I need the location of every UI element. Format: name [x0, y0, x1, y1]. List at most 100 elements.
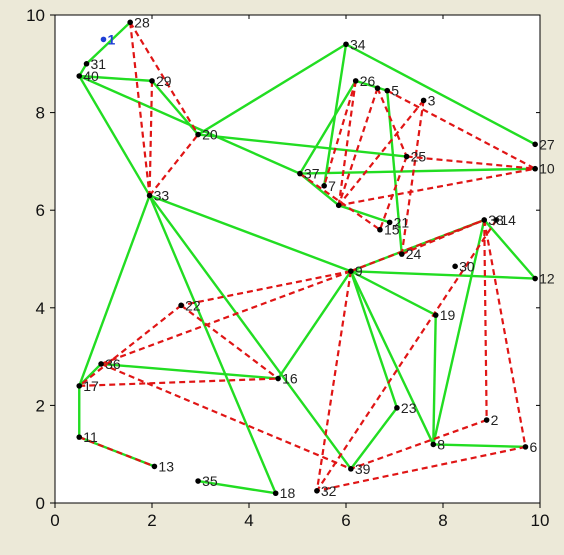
point-label-38: 38 — [488, 212, 504, 228]
y-tick-label-4: 4 — [36, 299, 45, 318]
point-40 — [76, 73, 83, 79]
point-label-9: 9 — [355, 263, 363, 279]
point-5 — [384, 87, 391, 94]
dashed-edge-28-33 — [129, 22, 151, 196]
dashed-edge-9-22 — [180, 270, 352, 307]
solid-edge-37-41 — [299, 172, 340, 207]
dashed-edge-22-17 — [78, 304, 182, 387]
point-9 — [348, 268, 354, 275]
solid-edge-20-25 — [197, 133, 407, 158]
point-33 — [146, 192, 153, 199]
y-tick-label-10: 10 — [26, 6, 45, 25]
point-label-23: 23 — [401, 400, 417, 416]
point-36 — [98, 361, 104, 367]
point-label-3: 3 — [428, 92, 436, 108]
dashed-edges — [78, 21, 536, 492]
dashed-edge-25-10 — [406, 155, 536, 170]
point-31 — [83, 61, 90, 67]
point-8 — [430, 441, 437, 448]
solid-edge-40-33 — [78, 75, 151, 197]
solid-edge-28-31 — [85, 21, 132, 65]
solid-edge-39-23 — [349, 407, 398, 470]
point-label-24: 24 — [406, 246, 422, 262]
point-label-35: 35 — [202, 473, 218, 489]
point-2 — [483, 417, 490, 423]
x-tick-label-2: 2 — [147, 511, 156, 530]
solid-edge-34-27 — [345, 43, 536, 146]
x-tick-label-4: 4 — [244, 511, 253, 530]
dashed-edge-17-16 — [79, 377, 279, 387]
point-label-1: 1 — [108, 31, 116, 47]
dashed-edge-26-7 — [323, 80, 357, 187]
point-3 — [420, 97, 427, 104]
point-32 — [314, 488, 320, 494]
point-label-29: 29 — [156, 73, 172, 89]
point-39 — [348, 466, 354, 472]
x-tick-label-6: 6 — [341, 511, 350, 530]
point-label-27: 27 — [539, 136, 555, 152]
dashed-edge-14-32 — [315, 219, 498, 492]
point-labels: 1235678910111213141516171819202122232425… — [83, 14, 555, 501]
solid-edge-38-12 — [483, 219, 537, 280]
point-label-14: 14 — [500, 212, 516, 228]
solid-edge-16-9 — [277, 270, 352, 380]
point-label-25: 25 — [411, 149, 427, 165]
point-label-28: 28 — [134, 14, 150, 30]
dashed-edge-4-25 — [376, 87, 408, 157]
plot-area — [54, 14, 541, 504]
dashed-edge-6-32 — [316, 445, 526, 492]
point-label-12: 12 — [539, 271, 555, 287]
x-tick-label-0: 0 — [50, 511, 59, 530]
dashed-edge-26-41 — [337, 80, 357, 206]
point-14 — [493, 217, 500, 223]
dashed-edge-9-36 — [100, 270, 352, 365]
point-label-5: 5 — [391, 83, 399, 99]
point-label-22: 22 — [185, 297, 201, 313]
y-tick-label-8: 8 — [36, 104, 45, 123]
point-label-19: 19 — [440, 307, 456, 323]
dashed-edge-28-20 — [129, 21, 200, 136]
point-16 — [275, 375, 281, 382]
point-label-18: 18 — [280, 485, 296, 501]
point-7 — [321, 183, 327, 189]
point-17 — [76, 383, 83, 389]
point-label-21: 21 — [394, 214, 410, 230]
point-26 — [352, 78, 359, 84]
point-label-8: 8 — [437, 436, 445, 452]
point-label-20: 20 — [202, 127, 218, 143]
dashed-edge-22-16 — [180, 304, 279, 380]
point-22 — [178, 302, 184, 309]
dashed-edge-33-20 — [148, 133, 199, 197]
solid-edge-20-34 — [197, 43, 347, 136]
point-23 — [394, 405, 400, 411]
solid-edge-8-38 — [432, 219, 486, 445]
point-label-10: 10 — [539, 161, 555, 177]
point-19 — [432, 312, 439, 318]
point-label-16: 16 — [282, 371, 298, 387]
dashed-edge-29-33 — [148, 80, 154, 196]
dashed-edge-24-38 — [401, 218, 485, 256]
point-label-13: 13 — [158, 458, 174, 474]
dashed-edge-38-6 — [483, 219, 527, 448]
point-label-34: 34 — [350, 36, 366, 52]
point-21 — [386, 219, 393, 226]
dashed-edge-37-15 — [299, 172, 381, 231]
point-label-40: 40 — [83, 68, 99, 84]
points — [76, 19, 538, 497]
solid-edge-37-10 — [299, 167, 536, 175]
solid-edge-19-8 — [432, 315, 437, 445]
point-38 — [481, 217, 488, 223]
point-12 — [532, 275, 538, 282]
point-10 — [532, 165, 538, 172]
solid-edge-9-19 — [350, 270, 437, 317]
point-label-11: 11 — [83, 429, 98, 445]
point-25 — [403, 153, 410, 160]
x-tick-label-10: 10 — [531, 511, 550, 530]
point-label-30: 30 — [459, 258, 475, 274]
dashed-edge-3-24 — [400, 100, 425, 255]
dashed-edge-25-15 — [378, 156, 408, 231]
point-6 — [522, 444, 529, 450]
